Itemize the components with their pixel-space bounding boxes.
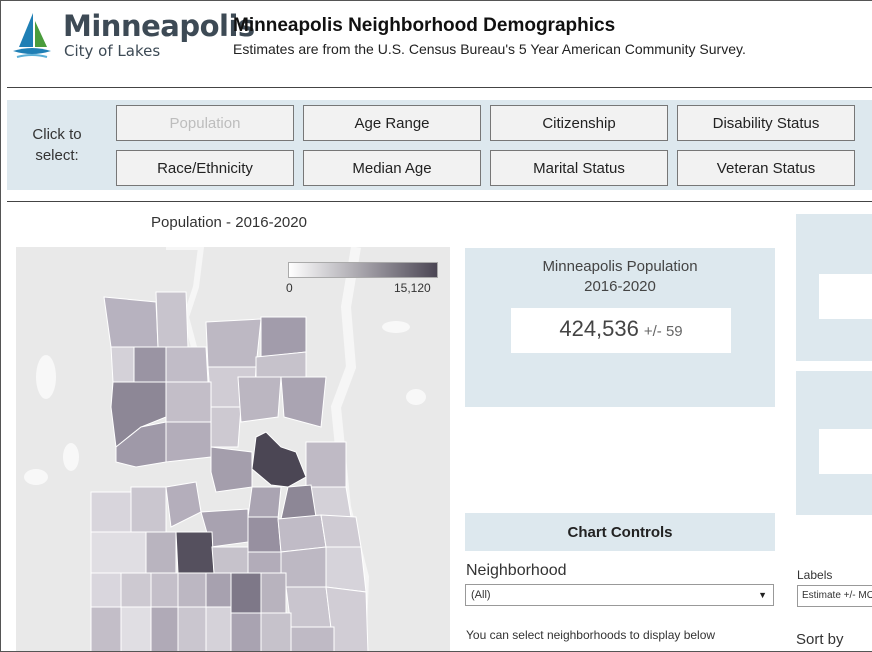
topic-button-marital-status[interactable]: Marital Status: [490, 150, 668, 186]
neighborhood-filter-dropdown[interactable]: (All) ▼: [465, 584, 774, 606]
topic-selector: Click to select: Population Age Range Ci…: [7, 100, 872, 190]
topic-button-citizenship[interactable]: Citizenship: [490, 105, 668, 141]
right-summary-value-box-1: [819, 274, 872, 319]
logo-tagline: City of Lakes: [64, 42, 161, 60]
map-title: Population - 2016-2020: [151, 214, 307, 231]
map-legend-min: 0: [286, 281, 293, 295]
sort-by-label: Sort by: [796, 631, 844, 648]
population-summary-card: Minneapolis Population 2016-2020 424,536…: [465, 248, 775, 407]
page-title: Minneapolis Neighborhood Demographics: [233, 15, 616, 36]
labels-filter-label: Labels: [797, 568, 833, 582]
right-summary-card-2: [796, 371, 872, 515]
selector-prompt: Click to select:: [32, 126, 82, 164]
topic-button-disability-status[interactable]: Disability Status: [677, 105, 855, 141]
topic-button-median-age[interactable]: Median Age: [303, 150, 481, 186]
page-subtitle: Estimates are from the U.S. Census Burea…: [233, 41, 746, 57]
topic-button-age-range[interactable]: Age Range: [303, 105, 481, 141]
header-divider: [7, 87, 872, 88]
sailboat-logo-icon: [13, 13, 51, 58]
choropleth-map[interactable]: [16, 247, 450, 652]
selector-divider: [7, 201, 872, 202]
right-summary-card-1: [796, 214, 872, 361]
population-summary-value-box: 424,536 +/- 59: [511, 308, 731, 353]
logo-name: Minneapolis: [63, 9, 255, 43]
population-summary-label: Minneapolis Population 2016-2020: [465, 257, 775, 297]
chevron-down-icon: ▼: [758, 590, 767, 600]
population-total: 424,536: [559, 316, 639, 341]
map-legend-gradient: [288, 262, 438, 278]
topic-button-veteran-status[interactable]: Veteran Status: [677, 150, 855, 186]
population-margin-of-error: +/- 59: [643, 323, 683, 340]
right-summary-value-box-2: [819, 429, 872, 474]
city-logo[interactable]: Minneapolis City of Lakes: [11, 9, 255, 69]
neighborhood-map[interactable]: 0 15,120: [16, 247, 450, 652]
labels-filter-dropdown[interactable]: Estimate +/- MOE: [797, 585, 872, 607]
population-summary-label-line2: 2016-2020: [584, 278, 656, 295]
map-legend-max: 15,120: [394, 281, 431, 295]
neighborhood-filter-value: (All): [471, 589, 491, 601]
neighborhood-filter-label: Neighborhood: [466, 562, 567, 579]
chart-controls-header: Chart Controls: [465, 513, 775, 551]
neighborhood-help-text: You can select neighborhoods to display …: [466, 628, 716, 642]
topic-button-population[interactable]: Population: [116, 105, 294, 141]
population-summary-label-line1: Minneapolis Population: [542, 258, 698, 275]
labels-filter-value: Estimate +/- MOE: [802, 590, 872, 601]
topic-button-race-ethnicity[interactable]: Race/Ethnicity: [116, 150, 294, 186]
